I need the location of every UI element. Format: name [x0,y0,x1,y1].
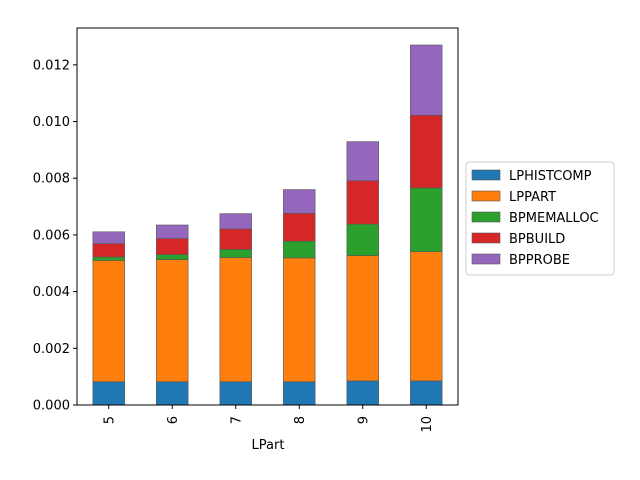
bar-bpbuild-8 [283,213,316,242]
legend-label-bpprobe: BPPROBE [509,253,570,268]
legend: LPHISTCOMP LPPART BPMEMALLOC BPBUILD BPPROBE [465,161,615,276]
x-axis: 5 6 7 8 9 10 [102,405,435,433]
legend-box [465,161,615,276]
x-tick-label: 10 [420,416,435,433]
bar-lppart-9 [346,255,379,382]
legend-label-lppart: LPPART [509,190,556,205]
y-tick-label: 0.006 [33,228,70,243]
bar-lphistcomp-5 [92,381,125,406]
bar-bpmemalloc-8 [283,240,316,259]
bar-bpprobe-9 [346,141,379,182]
bar-bpprobe-8 [283,189,316,214]
bar-bpmemalloc-10 [410,187,443,252]
legend-label-bpmemalloc: BPMEMALLOC [509,211,599,226]
x-tick-label: 7 [229,416,244,424]
bar-bpbuild-5 [92,243,125,258]
x-tick-label: 8 [293,416,308,424]
bar-bpbuild-9 [346,180,379,225]
bar-bpmemalloc-5 [92,256,125,261]
bar-bpbuild-6 [156,238,189,255]
legend-swatch-lphistcomp [471,169,501,181]
legend-label-bpbuild: BPBUILD [509,232,565,247]
y-tick-label: 0.000 [33,399,70,414]
legend-swatch-bpbuild [471,232,501,244]
legend-swatch-lppart [471,190,501,202]
y-tick-label: 0.002 [33,342,70,357]
y-tick-label: 0.008 [33,172,70,187]
plot-area-frame [76,27,459,406]
bar-bpprobe-5 [92,231,125,245]
x-tick-label: 9 [356,416,371,424]
bar-lphistcomp-10 [410,380,443,406]
bar-bpbuild-10 [410,115,443,189]
bar-bpmemalloc-9 [346,223,379,256]
y-tick-label: 0.004 [33,285,70,300]
y-tick-label: 0.010 [33,115,70,130]
x-axis-label: LPart [252,438,285,453]
bar-bpprobe-10 [410,44,443,116]
bars-layer [92,44,443,406]
legend-swatch-bpmemalloc [471,211,501,223]
bar-bpprobe-7 [219,213,252,230]
x-tick-label: 5 [102,416,117,424]
x-tick-label: 6 [166,416,181,424]
bar-bpbuild-7 [219,228,252,250]
legend-swatch-bpprobe [471,253,501,265]
bar-bpmemalloc-7 [219,249,252,258]
bar-lphistcomp-6 [156,381,189,406]
bar-bpprobe-6 [156,224,189,239]
bar-bpmemalloc-6 [156,254,189,260]
bar-lphistcomp-7 [219,381,252,406]
bar-lphistcomp-8 [283,381,316,406]
bar-lppart-5 [92,260,125,383]
y-axis: 0.000 0.002 0.004 0.006 0.008 0.010 0.012 [33,58,77,414]
bar-lppart-8 [283,257,316,383]
bar-lphistcomp-9 [346,380,379,406]
legend-label-lphistcomp: LPHISTCOMP [509,169,592,184]
y-tick-label: 0.012 [33,58,70,73]
bar-lppart-7 [219,257,252,383]
bar-lppart-6 [156,259,189,383]
bar-lppart-10 [410,251,443,382]
